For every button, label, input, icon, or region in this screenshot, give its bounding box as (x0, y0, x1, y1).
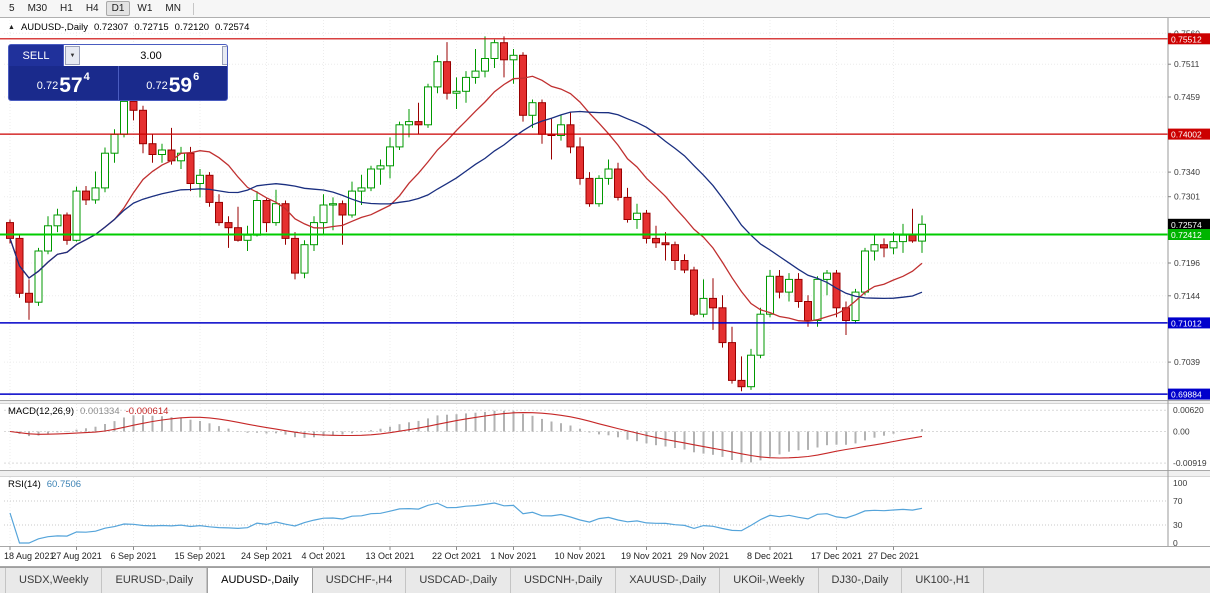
svg-text:13 Oct 2021: 13 Oct 2021 (365, 551, 414, 561)
svg-text:70: 70 (1173, 496, 1183, 506)
chart-title: ▲ AUDUSD-,Daily 0.72307 0.72715 0.72120 … (8, 22, 249, 33)
ohlc-close: 0.72574 (215, 22, 250, 33)
sell-price-big: 57 (59, 74, 83, 98)
tab-usdchf-h4[interactable]: USDCHF-,H4 (313, 568, 407, 593)
timeframe-button-5[interactable]: 5 (9, 3, 15, 14)
svg-text:0.69884: 0.69884 (1171, 390, 1202, 400)
svg-text:0.7301: 0.7301 (1174, 192, 1200, 202)
buy-price-display[interactable]: 0.72 59 6 (119, 66, 228, 100)
chart-symbol-period: AUDUSD-,Daily (20, 22, 88, 33)
collapse-panel-icon[interactable]: ▲ (8, 24, 15, 31)
svg-text:0.7459: 0.7459 (1174, 92, 1200, 102)
horizontal-lines-layer[interactable] (0, 38, 1168, 395)
svg-text:17 Dec 2021: 17 Dec 2021 (811, 551, 862, 561)
timeframe-toolbar: 5 M30 H1 H4 D1 W1 MN (0, 0, 1210, 17)
svg-text:0: 0 (1173, 538, 1178, 548)
sell-price-pip: 4 (83, 71, 90, 83)
toolbar-separator (192, 2, 194, 15)
tab-eurusd-daily[interactable]: EURUSD-,Daily (102, 568, 208, 593)
ohlc-low: 0.72120 (174, 22, 210, 33)
svg-text:0.74002: 0.74002 (1171, 130, 1202, 140)
svg-text:10 Nov 2021: 10 Nov 2021 (554, 551, 605, 561)
svg-text:0.72574: 0.72574 (1171, 220, 1202, 230)
rsi-layer (9, 502, 923, 544)
svg-text:27 Aug 2021: 27 Aug 2021 (51, 551, 102, 561)
panel-separators[interactable] (0, 17, 1210, 567)
tab-dj30-daily[interactable]: DJ30-,Daily (819, 568, 903, 593)
ohlc-high: 0.72715 (134, 22, 169, 33)
svg-text:0.71012: 0.71012 (1171, 318, 1202, 328)
tab-audusd-daily[interactable]: AUDUSD-,Daily (207, 568, 313, 593)
svg-text:30: 30 (1173, 520, 1183, 530)
price-axis[interactable]: 0.75600.755120.75110.74590.740020.73400.… (1167, 18, 1210, 548)
moving-averages-layer (9, 75, 923, 322)
volume-box: ▼ ▲ (64, 45, 227, 66)
buy-price-big: 59 (168, 74, 193, 98)
timeframe-button-m30[interactable]: M30 (27, 3, 48, 14)
rsi-name: RSI(14) (8, 479, 41, 490)
timeframe-button-h1[interactable]: H1 (60, 3, 73, 14)
macd-signal-value: -0.000614 (125, 406, 169, 417)
svg-text:22 Oct 2021: 22 Oct 2021 (432, 551, 481, 561)
svg-text:29 Nov 2021: 29 Nov 2021 (678, 551, 729, 561)
svg-text:0.7039: 0.7039 (1174, 357, 1200, 367)
volume-increase-icon[interactable]: ▲ (222, 46, 227, 65)
svg-text:6 Sep 2021: 6 Sep 2021 (110, 551, 156, 561)
sell-button[interactable]: SELL (9, 45, 64, 66)
timeframe-button-mn[interactable]: MN (165, 3, 181, 14)
macd-layer (9, 410, 923, 463)
svg-text:4 Oct 2021: 4 Oct 2021 (301, 551, 345, 561)
volume-decrease-icon[interactable]: ▼ (65, 46, 80, 65)
svg-text:15 Sep 2021: 15 Sep 2021 (174, 551, 225, 561)
svg-text:0.00620: 0.00620 (1173, 405, 1204, 415)
macd-indicator-label: MACD(12,26,9) 0.001334 -0.000614 (8, 406, 168, 417)
tab-usdcad-daily[interactable]: USDCAD-,Daily (406, 568, 511, 593)
tab-usdx-weekly[interactable]: USDX,Weekly (5, 568, 103, 593)
timeframe-button-h4[interactable]: H4 (85, 3, 99, 14)
tab-uk100-h1[interactable]: UK100-,H1 (902, 568, 984, 593)
ohlc-open: 0.72307 (93, 22, 129, 33)
sell-price-display[interactable]: 0.72 57 4 (9, 66, 118, 100)
rsi-value: 60.7506 (46, 479, 82, 490)
svg-text:0.75512: 0.75512 (1171, 34, 1202, 44)
tab-xauusd-daily[interactable]: XAUUSD-,Daily (616, 568, 721, 593)
sell-price-prefix: 0.72 (36, 80, 59, 92)
tab-ukoil-weekly[interactable]: UKOil-,Weekly (720, 568, 819, 593)
buy-price-prefix: 0.72 (146, 80, 168, 92)
rsi-indicator-label: RSI(14) 60.7506 (8, 479, 81, 490)
svg-text:0.7196: 0.7196 (1174, 258, 1200, 268)
chart-tabs-bar: USDX,Weekly EURUSD-,Daily AUDUSD-,Daily USD… (0, 567, 1210, 593)
price-chart-canvas[interactable]: 0.75600.755120.75110.74590.740020.73400.… (0, 0, 1210, 567)
timeframe-button-d1[interactable]: D1 (105, 1, 131, 16)
svg-text:0.7144: 0.7144 (1174, 291, 1200, 301)
svg-text:0.7511: 0.7511 (1174, 59, 1200, 69)
svg-text:19 Nov 2021: 19 Nov 2021 (621, 551, 672, 561)
timeframe-button-w1[interactable]: W1 (137, 3, 153, 14)
price-divider (117, 66, 119, 100)
svg-text:24 Sep 2021: 24 Sep 2021 (241, 551, 292, 561)
tab-usdcnh-daily[interactable]: USDCNH-,Daily (511, 568, 617, 593)
buy-price-pip: 6 (193, 71, 200, 83)
svg-text:100: 100 (1173, 478, 1187, 488)
svg-text:8 Dec 2021: 8 Dec 2021 (747, 551, 793, 561)
svg-text:18 Aug 2021: 18 Aug 2021 (4, 551, 55, 561)
svg-text:-0.00919: -0.00919 (1173, 458, 1207, 468)
macd-name: MACD(12,26,9) (8, 406, 74, 417)
svg-text:27 Dec 2021: 27 Dec 2021 (868, 551, 919, 561)
svg-text:0.00: 0.00 (1173, 427, 1190, 437)
svg-text:0.72412: 0.72412 (1171, 230, 1202, 240)
one-click-trading-panel: SELL ▼ ▲ BUY 0.72 57 4 0.72 59 6 (8, 44, 228, 101)
svg-text:0.7340: 0.7340 (1174, 167, 1200, 177)
macd-main-value: 0.001334 (80, 406, 120, 417)
svg-text:1 Nov 2021: 1 Nov 2021 (490, 551, 536, 561)
volume-input[interactable] (80, 46, 222, 65)
